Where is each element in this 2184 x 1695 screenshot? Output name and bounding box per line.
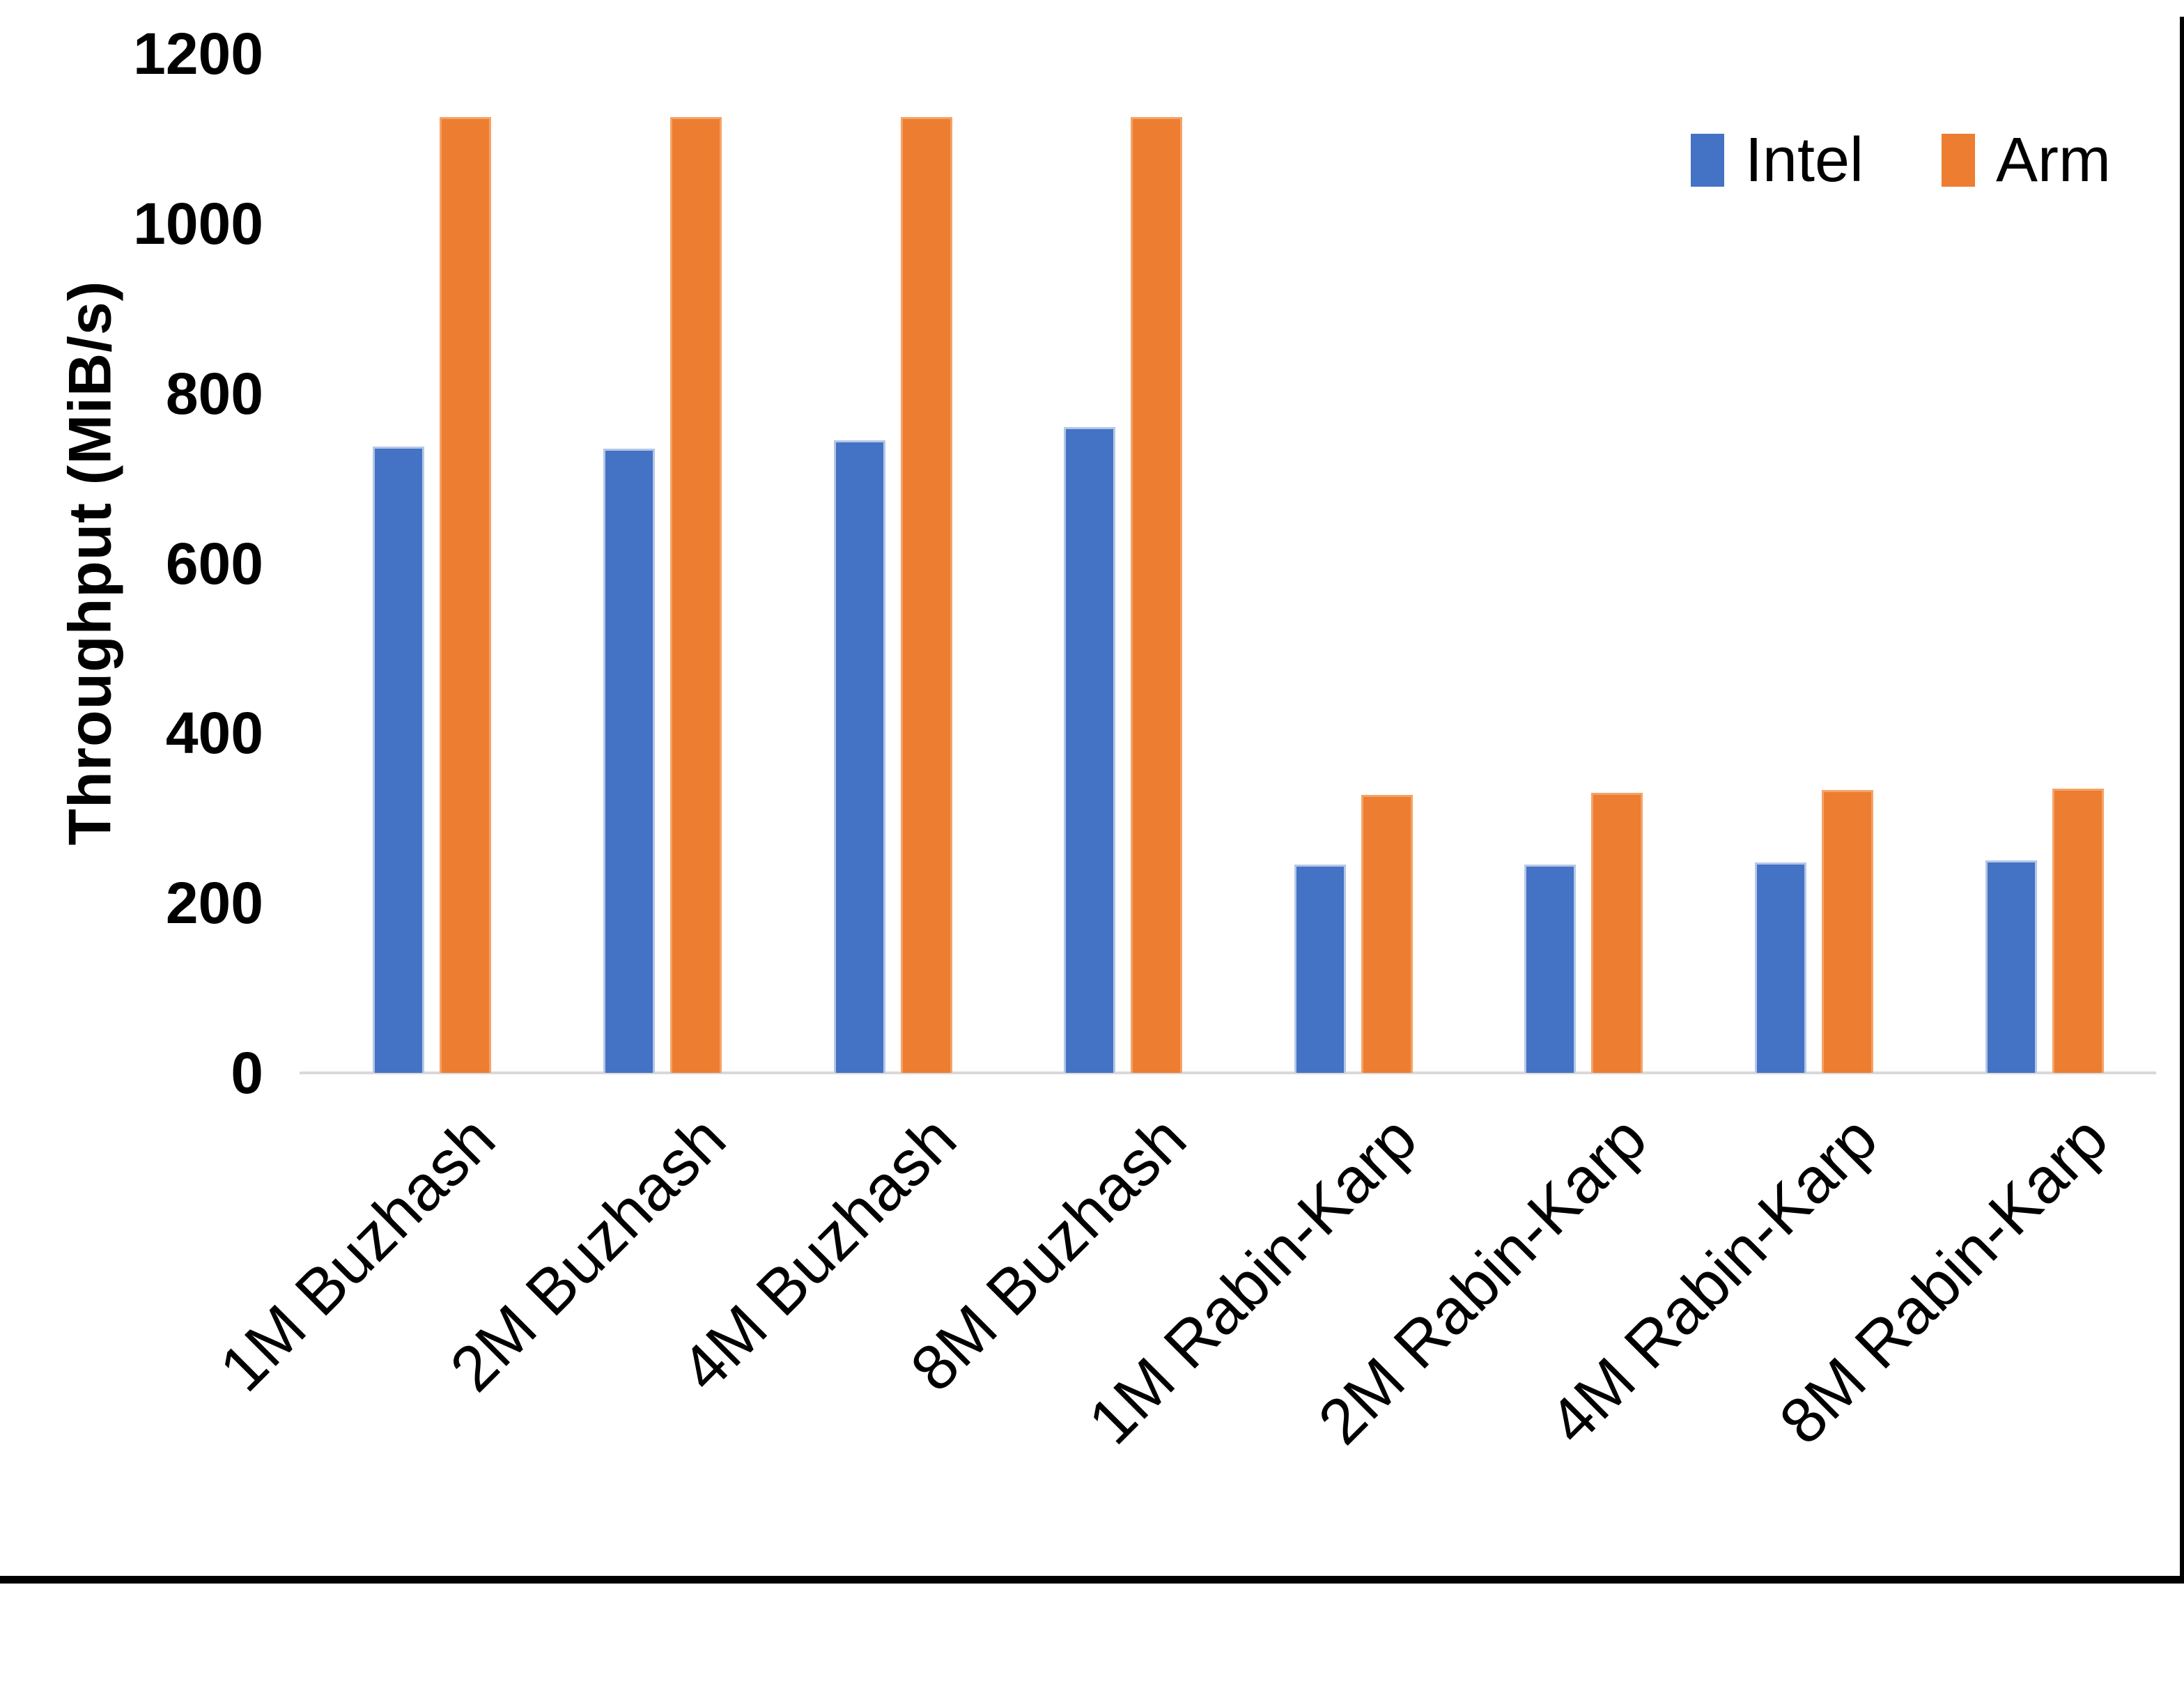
legend-label-arm: Arm <box>1996 125 2111 195</box>
bar-group-2m-rabin-karp <box>1469 54 1699 1073</box>
legend-swatch-arm <box>1942 134 1976 187</box>
bar-arm-4m-rabin-karp <box>1822 790 1874 1073</box>
bar-group-8m-rabin-karp <box>1929 54 2160 1073</box>
y-tick-800: 800 <box>165 360 263 426</box>
bar-arm-8m-rabin-karp <box>2052 788 2104 1073</box>
legend-item-intel: Intel <box>1690 125 1864 195</box>
bar-group-8m-buzhash <box>1008 54 1239 1073</box>
y-tick-1000: 1000 <box>133 190 263 256</box>
legend: Intel Arm <box>1690 125 2111 195</box>
frame-bottom-border <box>0 1576 2184 1584</box>
bar-group-4m-buzhash <box>777 54 1008 1073</box>
bar-arm-2m-buzhash <box>669 117 722 1073</box>
legend-label-intel: Intel <box>1744 125 1864 195</box>
bar-intel-2m-rabin-karp <box>1524 865 1577 1073</box>
bar-arm-1m-buzhash <box>440 117 492 1073</box>
x-axis-line <box>300 1071 2156 1074</box>
y-tick-0: 0 <box>231 1040 263 1106</box>
bar-intel-4m-rabin-karp <box>1755 862 1807 1073</box>
plot-area <box>317 54 2160 1073</box>
bar-intel-8m-rabin-karp <box>1985 860 2037 1073</box>
bar-group-1m-rabin-karp <box>1239 54 1469 1073</box>
y-tick-600: 600 <box>165 530 263 596</box>
bar-intel-1m-rabin-karp <box>1294 865 1346 1073</box>
legend-swatch-intel <box>1690 134 1724 187</box>
bar-group-2m-buzhash <box>548 54 778 1073</box>
bar-intel-1m-buzhash <box>373 447 425 1073</box>
bar-arm-1m-rabin-karp <box>1361 795 1413 1073</box>
y-tick-200: 200 <box>165 870 263 936</box>
bar-arm-8m-buzhash <box>1131 117 1183 1073</box>
bar-arm-2m-rabin-karp <box>1591 792 1643 1073</box>
y-tick-400: 400 <box>165 700 263 766</box>
legend-item-arm: Arm <box>1942 129 2111 192</box>
bar-group-4m-rabin-karp <box>1699 54 1930 1073</box>
bar-group-1m-buzhash <box>317 54 548 1073</box>
frame-right-border <box>2180 17 2184 1584</box>
bar-intel-8m-buzhash <box>1064 427 1116 1073</box>
bar-intel-4m-buzhash <box>833 440 885 1073</box>
bar-arm-4m-buzhash <box>900 117 952 1073</box>
bar-intel-2m-buzhash <box>603 448 655 1073</box>
y-tick-1200: 1200 <box>133 21 263 86</box>
